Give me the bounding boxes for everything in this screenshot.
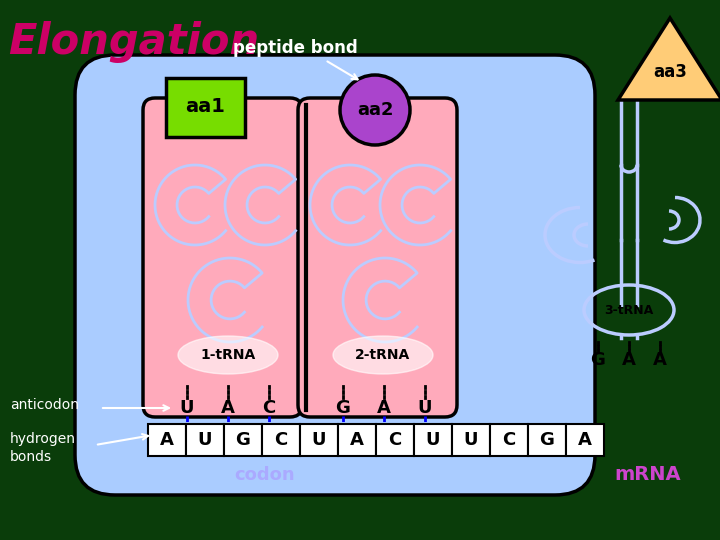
Bar xyxy=(262,424,300,456)
Text: 3-tRNA: 3-tRNA xyxy=(604,303,654,316)
Text: U: U xyxy=(312,431,326,449)
Text: U: U xyxy=(464,431,478,449)
Text: U: U xyxy=(418,399,432,417)
Text: A: A xyxy=(377,399,391,417)
Bar xyxy=(452,424,490,456)
Bar xyxy=(490,424,528,456)
Text: C: C xyxy=(274,431,287,449)
Text: C: C xyxy=(503,431,516,449)
Text: A: A xyxy=(653,351,667,369)
Bar xyxy=(528,424,566,456)
Text: 1-tRNA: 1-tRNA xyxy=(200,348,256,362)
Bar xyxy=(376,424,414,456)
Bar xyxy=(414,424,452,456)
Text: G: G xyxy=(336,399,351,417)
Text: U: U xyxy=(198,431,212,449)
Text: mRNA: mRNA xyxy=(615,465,681,484)
Text: U: U xyxy=(426,431,440,449)
Text: aa2: aa2 xyxy=(356,101,393,119)
Polygon shape xyxy=(618,18,720,100)
Text: A: A xyxy=(350,431,364,449)
Bar xyxy=(186,424,224,456)
FancyBboxPatch shape xyxy=(143,98,302,417)
FancyBboxPatch shape xyxy=(166,78,245,137)
FancyBboxPatch shape xyxy=(298,98,457,417)
Text: A: A xyxy=(221,399,235,417)
Text: A: A xyxy=(622,351,636,369)
Bar xyxy=(300,424,338,456)
Ellipse shape xyxy=(178,336,278,374)
Text: G: G xyxy=(590,351,606,369)
Text: C: C xyxy=(262,399,276,417)
Bar xyxy=(566,424,604,456)
Ellipse shape xyxy=(333,336,433,374)
Text: hydrogen
bonds: hydrogen bonds xyxy=(10,433,76,464)
Text: C: C xyxy=(388,431,402,449)
Text: A: A xyxy=(578,431,592,449)
Bar xyxy=(148,424,186,456)
Text: aa1: aa1 xyxy=(185,98,225,117)
Text: A: A xyxy=(160,431,174,449)
Text: codon: codon xyxy=(235,466,295,484)
Text: U: U xyxy=(180,399,194,417)
Bar xyxy=(338,424,376,456)
Text: aa3: aa3 xyxy=(653,63,687,81)
Text: peptide bond: peptide bond xyxy=(233,39,357,57)
Text: 2-tRNA: 2-tRNA xyxy=(356,348,410,362)
Circle shape xyxy=(340,75,410,145)
Text: G: G xyxy=(235,431,251,449)
Text: Elongation: Elongation xyxy=(8,21,259,63)
Text: anticodon: anticodon xyxy=(10,398,79,412)
FancyBboxPatch shape xyxy=(75,55,595,495)
Text: G: G xyxy=(539,431,554,449)
Bar xyxy=(224,424,262,456)
